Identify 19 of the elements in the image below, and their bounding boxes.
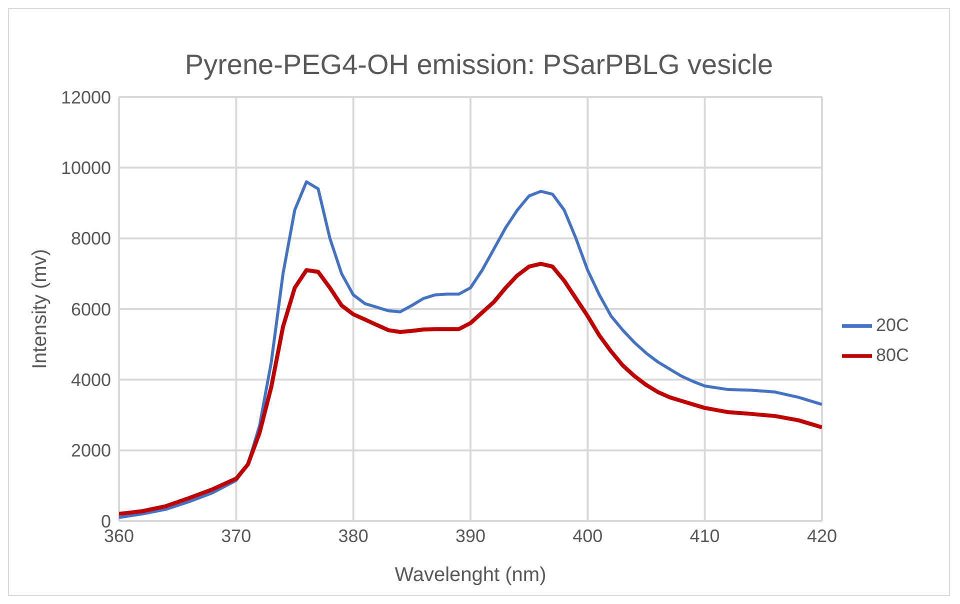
x-axis-title: Wavelenght (nm) [394,564,546,586]
chart-title: Pyrene-PEG4-OH emission: PSarPBLG vesicle [184,49,774,81]
x-tick-label: 380 [338,526,368,546]
y-tick-label: 10000 [60,158,111,178]
legend-label: 80C [876,344,909,365]
y-tick-label: 12000 [60,87,111,108]
line-series [119,180,822,519]
line-series [119,262,822,516]
y-tick-label: 4000 [70,370,111,390]
x-tick-label: 410 [690,526,720,546]
x-tick-label: 370 [221,526,252,546]
x-tick-label: 400 [572,526,603,546]
y-tick-label: 2000 [70,440,111,461]
y-tick-label: 6000 [70,299,111,320]
x-tick-label: 390 [455,526,486,546]
legend-label: 20C [876,314,909,335]
y-tick-label: 8000 [70,228,111,249]
x-tick-label: 420 [806,526,837,546]
y-axis-title: Intensity (mv) [29,248,52,370]
